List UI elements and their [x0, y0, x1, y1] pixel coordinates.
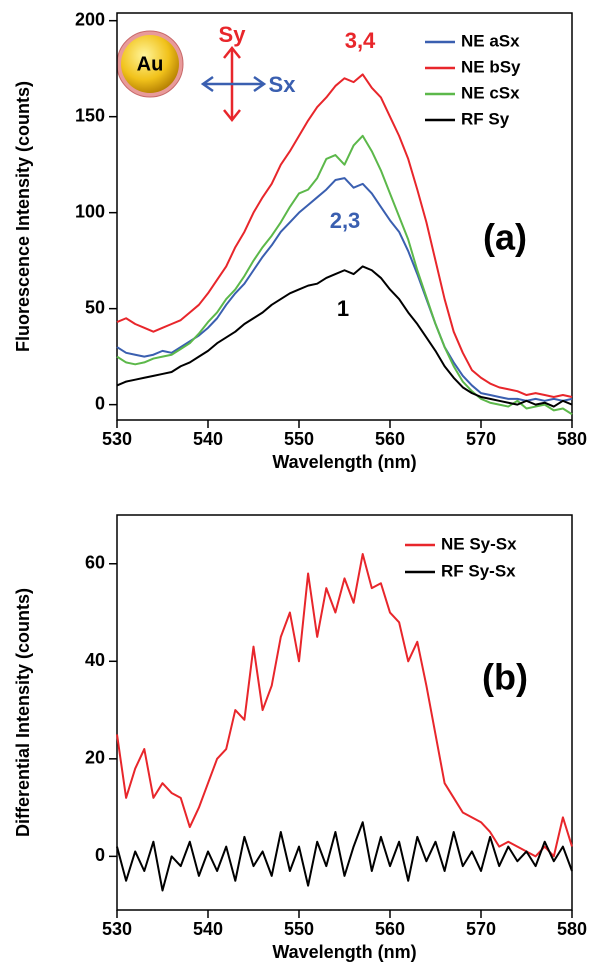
x-tick-label: 580	[557, 919, 587, 939]
data-line	[116, 821, 573, 892]
x-tick-label: 560	[375, 429, 405, 449]
x-tick-label: 540	[193, 429, 223, 449]
x-tick-label: 550	[284, 919, 314, 939]
y-tick-label: 0	[95, 393, 105, 413]
annotation: 3,4	[345, 28, 376, 53]
legend-label: NE bSy	[461, 57, 521, 76]
y-tick-label: 150	[75, 105, 105, 125]
annotation: 2,3	[330, 208, 361, 233]
core	[121, 35, 179, 93]
legend-label: NE cSx	[461, 83, 520, 102]
y-axis-label: Differential Intensity (counts)	[13, 588, 33, 837]
y-tick-label: 200	[75, 9, 105, 29]
x-tick-label: 580	[557, 429, 587, 449]
x-tick-label: 560	[375, 919, 405, 939]
arrow-sy-heads	[223, 45, 241, 123]
annotation: (b)	[482, 657, 528, 698]
annotation: Au	[137, 53, 164, 75]
data-line	[116, 73, 573, 398]
x-tick-label: 530	[102, 429, 132, 449]
annotation: Sy	[219, 22, 247, 47]
legend-label: NE Sy-Sx	[441, 534, 517, 553]
data-line	[116, 265, 573, 408]
y-tick-label: 40	[85, 650, 105, 670]
plot-frame	[116, 12, 573, 421]
inset-particle	[116, 30, 267, 123]
x-tick-label: 540	[193, 919, 223, 939]
y-tick-label: 50	[85, 297, 105, 317]
x-axis-label: Wavelength (nm)	[272, 452, 416, 472]
y-axis-label: Fluorescence Intensity (counts)	[13, 81, 33, 352]
data-line	[116, 134, 573, 416]
x-tick-label: 570	[466, 919, 496, 939]
annotation: (a)	[483, 217, 527, 258]
y-tick-label: 100	[75, 201, 105, 221]
y-tick-label: 20	[85, 748, 105, 768]
legend-label: NE aSx	[461, 31, 520, 50]
annotation: 1	[337, 296, 349, 321]
plot-frame	[116, 514, 573, 911]
y-tick-label: 60	[85, 553, 105, 573]
x-tick-label: 530	[102, 919, 132, 939]
x-tick-label: 550	[284, 429, 314, 449]
data-line	[116, 553, 573, 858]
annotation: Sx	[269, 72, 297, 97]
x-tick-label: 570	[466, 429, 496, 449]
arrow-sx-heads	[200, 75, 267, 93]
legend-label: RF Sy	[461, 109, 510, 128]
legend-label: RF Sy-Sx	[441, 561, 516, 580]
x-axis-label: Wavelength (nm)	[272, 942, 416, 962]
y-tick-label: 0	[95, 845, 105, 865]
